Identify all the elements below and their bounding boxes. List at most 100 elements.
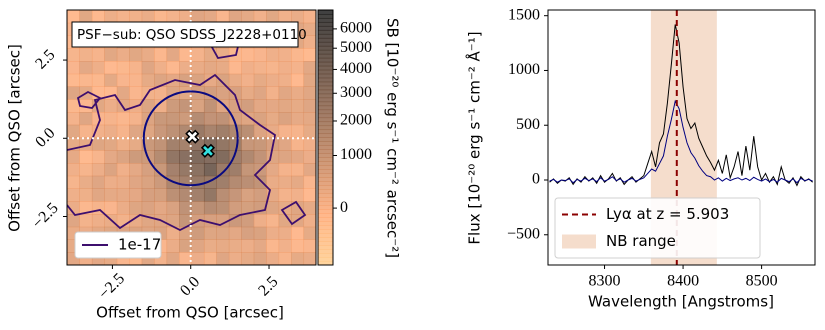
pixel [216,214,230,228]
colorbar-step [318,10,333,15]
pixel [291,48,305,62]
pixel [216,175,230,189]
y-tick-label: 1500 [508,6,540,23]
colorbar-step [318,105,333,111]
pixel [116,73,130,87]
pixel [154,124,168,138]
pixel [216,188,230,202]
colorbar-step [318,77,333,83]
colorbar-step [318,81,333,87]
pixel [241,48,255,62]
pixel [154,48,168,62]
colorbar-step [318,113,333,119]
x-tick-label: 0.0 [177,273,203,299]
y-tick-label: −2.5 [29,200,62,233]
pixel [191,226,205,240]
pixel [203,226,217,240]
x-tick-label: 8300 [589,273,621,290]
pixel [303,10,316,24]
pixel [303,239,316,253]
pixel [241,86,255,100]
pixel [253,99,267,113]
pixel [291,61,305,75]
pixel [241,112,255,126]
pixel [228,188,242,202]
pixel [104,201,118,215]
pixel [303,22,316,36]
colorbar-step [318,121,333,127]
pixel [278,214,292,228]
pixel [116,61,130,75]
pixel [266,10,280,24]
pixel [303,112,316,126]
colorbar-step [318,133,333,138]
pixel [191,86,205,100]
colorbar-step [318,161,333,166]
pixel [179,86,192,100]
colorbar-step [318,61,333,67]
pixel [104,99,118,113]
pixel [129,175,143,189]
pixel [241,150,255,164]
pixel [91,61,105,75]
colorbar-tick-label: 6000 [340,20,372,37]
pixel [141,175,155,189]
pixel [91,150,105,164]
pixel [278,112,292,126]
pixel [79,214,93,228]
y-tick-label: 2.5 [32,46,58,72]
colorbar-step [318,137,333,142]
pixel [216,73,230,87]
pixel [278,252,292,265]
colorbar-step [318,57,333,63]
pixel [67,188,80,202]
pixel [129,214,143,228]
colorbar-step [318,125,333,131]
pixel [303,226,316,240]
pixel [79,73,93,87]
pixel [266,48,280,62]
pixel [166,124,180,138]
x-axis-label: Wavelength [Angstroms] [588,293,774,311]
pixel [253,73,267,87]
pixel [241,137,255,151]
pixel [278,150,292,164]
colorbar-step [318,25,333,31]
colorbar-tick-label: 0 [340,199,348,216]
colorbar-step [318,101,333,107]
pixel [228,61,242,75]
colorbar-step [318,177,333,182]
pixel [154,112,168,126]
pixel [291,226,305,240]
pixel [104,10,118,24]
pixel [266,73,280,87]
legend-box [74,231,162,259]
pixel [179,201,192,215]
pixel [129,188,143,202]
colorbar-step [318,145,333,150]
pixel [303,73,316,87]
pixel [166,239,180,253]
pixel [216,252,230,265]
pixel [291,86,305,100]
pixel [154,86,168,100]
pixel [278,188,292,202]
pixel [191,61,205,75]
pixel [303,188,316,202]
pixel [228,239,242,253]
pixel [266,163,280,177]
pixel [303,61,316,75]
pixel [116,163,130,177]
pixel [67,112,80,126]
pixel [191,10,205,24]
pixel [266,252,280,265]
pixel [166,150,180,164]
pixel [154,201,168,215]
pixel [203,252,217,265]
colorbar-label: SB [10⁻²⁰ erg s⁻¹ cm⁻² arcsec⁻²] [384,18,402,258]
pixel [116,201,130,215]
pixel [67,150,80,164]
pixel [179,214,192,228]
colorbar-tick-label: 2000 [340,112,372,129]
spectrum-line [549,99,813,184]
